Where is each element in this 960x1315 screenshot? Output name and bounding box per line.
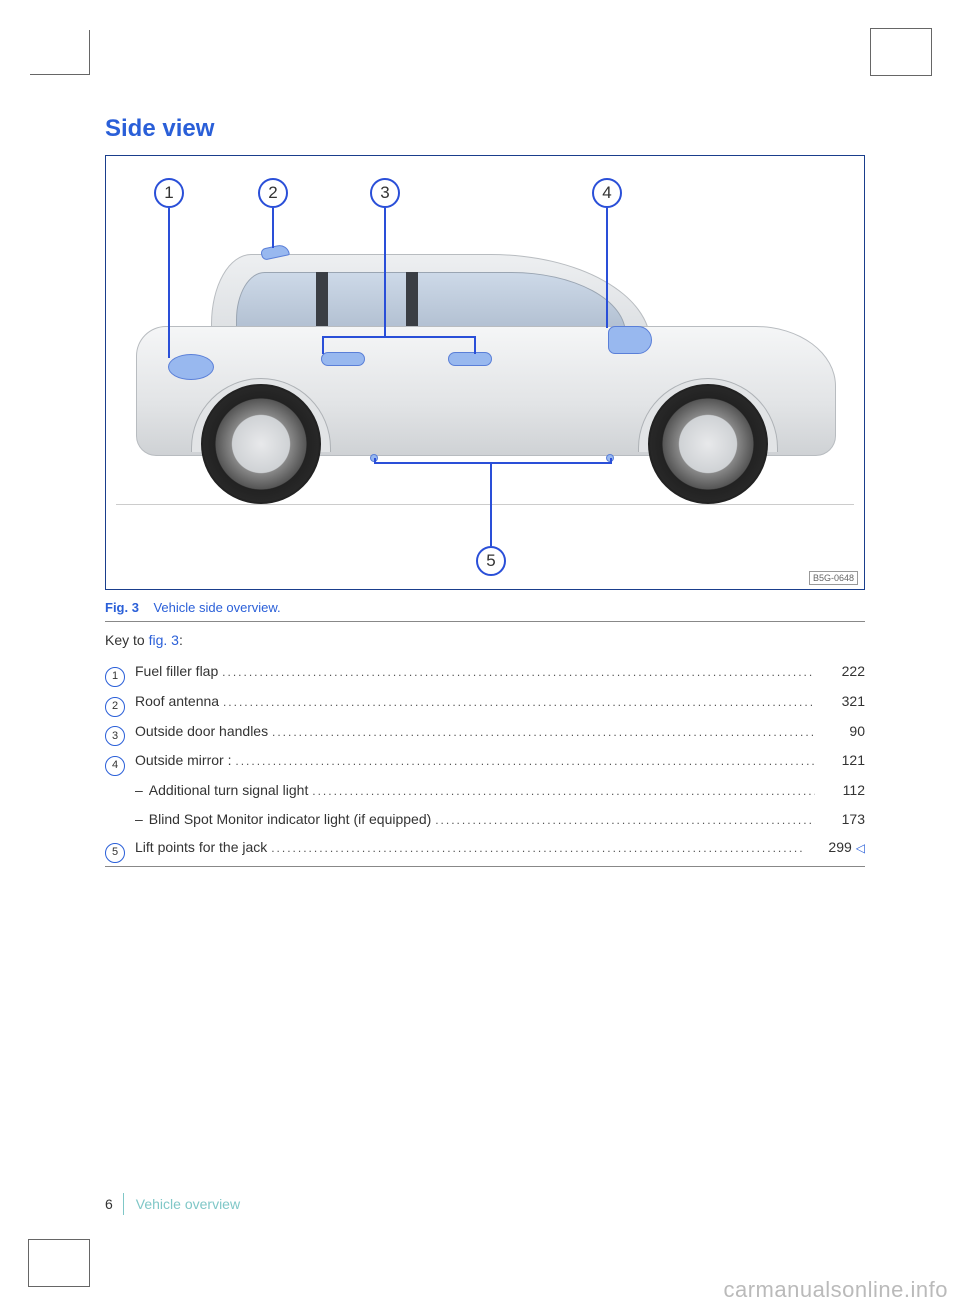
legend-text: Blind Spot Monitor indicator light (if e… xyxy=(149,808,815,830)
legend-row: –Blind Spot Monitor indicator light (if … xyxy=(105,808,865,830)
legend-row: 1 Fuel filler flap 222 xyxy=(105,660,865,684)
highlight-fuel-flap xyxy=(168,354,214,380)
legend-page-ref[interactable]: 321 xyxy=(815,690,865,712)
page-content: Side view 1 2 3 4 5 B5G-0648 xyxy=(0,0,960,947)
footer-section: Vehicle overview xyxy=(136,1196,240,1212)
car-windows xyxy=(236,272,626,334)
legend-marker: 5 xyxy=(105,843,125,863)
legend-row: –Additional turn signal light 112 xyxy=(105,779,865,801)
legend-marker: 4 xyxy=(105,756,125,776)
highlight-mirror xyxy=(608,326,652,354)
legend-page-ref[interactable]: 90 xyxy=(815,720,865,742)
legend-marker: 3 xyxy=(105,726,125,746)
watermark: carmanualsonline.info xyxy=(723,1277,948,1303)
legend-page-ref[interactable]: 173 xyxy=(815,808,865,830)
legend-page-ref[interactable]: 112 xyxy=(815,779,865,801)
caption-label: Fig. 3 xyxy=(105,600,139,615)
page-footer: 6 Vehicle overview xyxy=(105,1193,240,1215)
wheel-rear xyxy=(201,384,321,504)
legend-marker: 2 xyxy=(105,697,125,717)
wheel-front xyxy=(648,384,768,504)
legend-row: 3 Outside door handles 90 xyxy=(105,720,865,744)
callout-3: 3 xyxy=(370,178,400,208)
callout-4: 4 xyxy=(592,178,622,208)
footer-divider xyxy=(123,1193,124,1215)
legend-list: 1Fuel filler flap 2222Roof antenna 3213O… xyxy=(105,660,865,860)
caption-text: Vehicle side overview. xyxy=(153,600,280,615)
legend-page-ref[interactable]: 222 xyxy=(815,660,865,682)
figure-code: B5G-0648 xyxy=(809,571,858,585)
legend-marker: 1 xyxy=(105,667,125,687)
legend-page-ref[interactable]: 121 xyxy=(815,749,865,771)
highlight-door-handle xyxy=(448,352,492,366)
fig-ref-link[interactable]: fig. 3 xyxy=(149,632,179,648)
legend-row: 2 Roof antenna 321 xyxy=(105,690,865,714)
legend-text: Lift points for the jack xyxy=(135,836,802,858)
figure-side-view: 1 2 3 4 5 B5G-0648 xyxy=(105,155,865,590)
legend-row: 5 Lift points for the jack 299◁ xyxy=(105,836,865,860)
legend-text: Additional turn signal light xyxy=(149,779,815,801)
legend-text: Roof antenna xyxy=(135,690,815,712)
highlight-door-handle xyxy=(321,352,365,366)
callout-1: 1 xyxy=(154,178,184,208)
section-heading: Side view xyxy=(105,115,865,143)
figure-caption: Fig. 3 Vehicle side overview. xyxy=(105,600,865,622)
callout-2: 2 xyxy=(258,178,288,208)
section-end-icon: ◁ xyxy=(856,839,865,858)
page-number: 6 xyxy=(105,1196,113,1212)
legend-page-ref[interactable]: 299 xyxy=(802,836,852,858)
key-to-line: Key to fig. 3: xyxy=(105,632,865,648)
legend-text: Fuel filler flap xyxy=(135,660,815,682)
legend-text: Outside mirror : xyxy=(135,749,815,771)
legend-text: Outside door handles xyxy=(135,720,815,742)
legend-row: 4 Outside mirror : 121 xyxy=(105,749,865,773)
callout-5: 5 xyxy=(476,546,506,576)
